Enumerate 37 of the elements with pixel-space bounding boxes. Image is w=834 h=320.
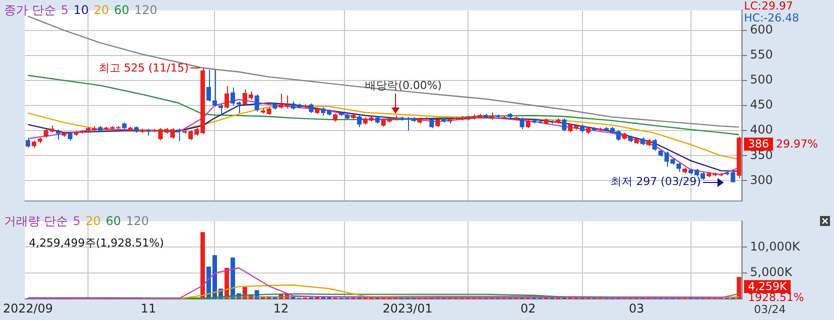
legend-title: 거래량 단순 [4,214,68,228]
x-tick-label: 11 [140,301,156,316]
text: LC:29.97 [744,0,794,12]
x-tick-label: 2023/01 [382,301,432,316]
text: 5 [60,3,68,17]
text: 5 [72,214,80,228]
text: 10 [73,3,89,17]
y-tick-label: 550 [750,47,773,62]
y-tick-label: 350 [750,148,773,162]
annotation: 4,259,499주(1,928.51%) [28,236,164,250]
x-tick-label: 2022/09 [2,301,53,316]
text: 29.97% [776,137,818,150]
text: 120 [134,3,158,17]
y-tick-label: 5,000K [750,265,794,280]
legend-title: 종가 단순 [4,3,56,17]
y-tick-label: 300 [750,172,773,187]
y-tick-label: 10,000K [750,239,801,254]
y-tick-label: 450 [750,98,773,112]
text: 4,259K [748,280,788,293]
x-tick-label: 03 [628,301,644,316]
annotation: 최저 297 (03/29) [610,175,701,188]
text: 60 [106,214,122,228]
x-tick-label: 12 [273,301,289,316]
text: 120 [126,214,149,228]
text: 20 [94,3,110,17]
annotation: 최고 525 (11/15) [98,62,189,75]
x-tick-label: 02 [520,301,536,316]
annotation: 배당락(0.00%) [365,78,442,92]
text: 386 [748,137,769,150]
y-tick-label: 600 [750,22,773,36]
text: 60 [114,3,130,17]
text: 1928.51% [748,290,804,304]
y-tick-label: 500 [750,72,773,87]
text: HC:-26.48 [744,11,800,24]
y-tick-label: 400 [750,122,773,137]
text: 03/24 [754,302,786,316]
text: 20 [85,214,101,228]
